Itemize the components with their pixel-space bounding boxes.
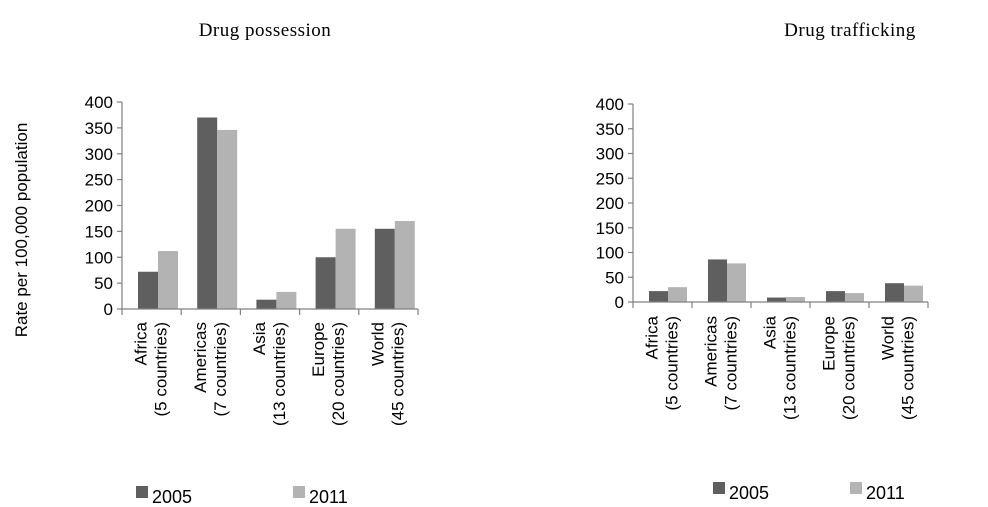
x-tick-label: Africa(5 countries) [643,315,682,410]
y-tick-label: 300 [85,145,113,164]
y-tick-label: 300 [596,145,624,164]
y-tick-label: 150 [596,219,624,238]
x-tick-label: Africa(5 countries) [132,321,171,416]
bar-2005-americas [708,259,727,302]
y-tick-label: 250 [596,169,624,188]
y-tick-label: 400 [596,95,624,114]
bar-2011-europe [335,228,356,309]
x-tick-label: World(45 countries) [879,316,918,420]
y-tick-label: 50 [605,268,624,287]
y-tick-label: 150 [85,222,113,241]
bar-2005-world [374,228,395,309]
bar-2011-asia [786,297,805,302]
y-ticks-group: 0 50 100 150 200 250 300 350 400 [85,93,113,319]
x-tick-label: Americas(7 countries) [702,316,741,410]
y-tick-label: 100 [85,248,113,267]
bar-2011-africa [158,251,178,309]
bar-2011-world [394,221,415,309]
axes-group [628,103,929,308]
bars-group [138,117,415,310]
bar-2005-asia [256,299,277,309]
y-tick-label: 200 [596,194,624,213]
y-tick-label: 350 [85,119,113,138]
drug-possession-chart: Drug possession Rate per 100,000 populat… [12,20,419,507]
y-tick-label: 50 [94,274,113,293]
drug-trafficking-chart: Drug trafficking 0 50 100 150 200 250 300 350 40… [596,20,929,503]
bars-group [649,259,923,302]
legend-label-2005: 2005 [152,487,192,507]
bar-2005-world [885,283,904,302]
x-tick-label: Europe(20 countries) [309,322,348,426]
chart-title: Drug possession [199,20,332,41]
legend-swatch-2005 [713,482,725,494]
legend-swatch-2005 [136,486,148,498]
x-tick-label: Europe(20 countries) [820,316,859,420]
y-tick-label: 350 [596,120,624,139]
bar-2011-americas [727,263,746,302]
y-ticks-group: 0 50 100 150 200 250 300 350 400 [596,95,624,312]
axes-group [117,101,419,315]
legend-swatch-2011 [850,482,862,494]
bar-2011-europe [845,293,864,302]
y-axis-label: Rate per 100,000 population [12,123,31,338]
y-tick-label: 0 [615,293,624,312]
bar-2005-europe [315,257,336,309]
legend-swatch-2011 [293,486,305,498]
y-tick-label: 250 [85,171,113,190]
x-tick-label: Asia(13 countries) [250,321,289,425]
y-tick-label: 200 [85,197,113,216]
bar-2011-americas [217,129,238,309]
y-tick-label: 0 [104,300,113,319]
legend-label-2011: 2011 [866,483,905,503]
legend-label-2005: 2005 [729,483,769,503]
x-tick-label: World(45 countries) [368,322,407,426]
x-categories-group: Africa(5 countries) Americas(7 countries)… [132,321,408,425]
x-tick-label: Americas(7 countries) [191,322,230,416]
bar-2005-asia [767,297,786,302]
bar-2011-africa [668,287,687,302]
y-tick-label: 100 [596,244,624,263]
legend-label-2011: 2011 [309,487,348,507]
x-tick-label: Asia(13 countries) [761,315,800,419]
bar-2005-americas [197,117,218,310]
bar-2005-europe [826,291,845,302]
legend: 2005 2011 [713,482,905,503]
bar-2005-africa [138,271,158,309]
bar-2011-world [904,285,923,302]
bar-2011-asia [276,291,297,309]
x-categories-group: Africa(5 countries) Americas(7 countries)… [643,315,918,419]
legend: 2005 2011 [136,486,348,507]
bar-2005-africa [649,291,668,302]
chart-title: Drug trafficking [784,20,916,41]
y-tick-label: 400 [85,93,113,112]
